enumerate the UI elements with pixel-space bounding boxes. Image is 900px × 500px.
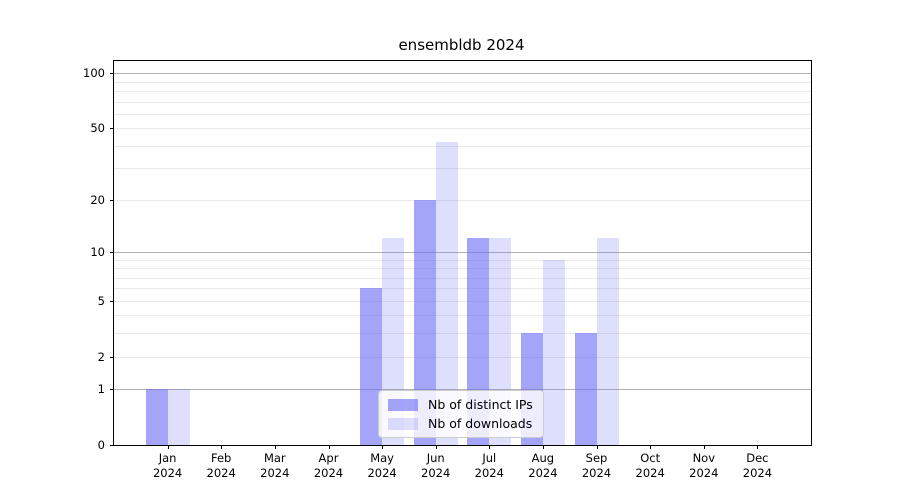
x-tick-label-jun: Jun 2024 [421, 451, 451, 480]
y-tick-label-1: 1 [97, 382, 105, 397]
x-tick-may [382, 445, 384, 449]
legend-swatch-distinct-ips [388, 398, 418, 411]
x-tick-aug [542, 445, 544, 449]
y-tick-100 [110, 73, 114, 75]
minor-gridline [114, 268, 811, 269]
x-tick-label-dec: Dec 2024 [742, 451, 773, 480]
minor-gridline [114, 81, 811, 83]
x-tick-label-may: May 2024 [367, 451, 397, 480]
legend: Nb of distinct IPs Nb of downloads [378, 390, 544, 438]
x-tick-label-jan: Jan 2024 [152, 451, 183, 480]
minor-gridline [114, 277, 811, 279]
major-gridline [114, 73, 811, 75]
minor-gridline [114, 356, 811, 358]
x-tick-sep [596, 445, 598, 449]
minor-gridline [114, 145, 811, 147]
legend-entry-downloads: Nb of downloads [388, 416, 533, 431]
y-tick-label-5: 5 [97, 293, 105, 308]
bar-distinct-ips-may [360, 288, 383, 445]
x-tick-jun [435, 445, 437, 449]
y-tick-label-2: 2 [97, 349, 105, 364]
y-tick-1 [110, 389, 114, 391]
minor-gridline [114, 259, 811, 261]
y-tick-20 [110, 199, 114, 201]
x-tick-mar [274, 445, 276, 449]
x-tick-jul [489, 445, 491, 449]
y-tick-0 [110, 445, 114, 446]
x-tick-label-mar: Mar 2024 [260, 451, 290, 480]
legend-label-downloads: Nb of downloads [428, 416, 533, 431]
x-tick-nov [703, 445, 705, 449]
major-gridline [114, 389, 811, 391]
major-gridline [114, 251, 811, 253]
minor-gridline [114, 91, 811, 92]
x-tick-oct [650, 445, 652, 449]
minor-gridline [114, 113, 811, 115]
x-tick-label-sep: Sep 2024 [581, 451, 612, 480]
bar-distinct-ips-jun [413, 199, 436, 445]
x-tick-label-feb: Feb 2024 [206, 451, 236, 480]
minor-gridline [114, 168, 811, 170]
x-tick-label-apr: Apr 2024 [313, 451, 344, 480]
y-tick-2 [110, 356, 114, 358]
legend-entry-distinct-ips: Nb of distinct IPs [388, 397, 533, 412]
y-tick-label-0: 0 [97, 438, 105, 452]
bar-downloads-aug [542, 259, 565, 445]
x-tick-label-jul: Jul 2024 [474, 451, 504, 480]
legend-swatch-downloads [388, 417, 418, 430]
x-tick-dec [757, 445, 759, 449]
y-tick-5 [110, 300, 114, 302]
minor-gridline [114, 128, 811, 130]
y-tick-label-100: 100 [83, 66, 105, 81]
legend-label-distinct-ips: Nb of distinct IPs [428, 397, 533, 412]
minor-gridline [114, 300, 811, 302]
minor-gridline [114, 333, 811, 335]
chart-title: ensembldb 2024 [398, 36, 525, 54]
x-tick-label-nov: Nov 2024 [689, 451, 719, 480]
x-tick-label-oct: Oct 2024 [635, 451, 665, 480]
x-tick-jan [167, 445, 169, 449]
bar-distinct-ips-jan [145, 389, 168, 445]
x-tick-feb [221, 445, 223, 449]
y-tick-10 [110, 251, 114, 253]
minor-gridline [114, 288, 811, 290]
bar-downloads-jun [435, 142, 458, 445]
plot-area: Nb of distinct IPs Nb of downloads Jan 20… [83, 60, 812, 480]
minor-gridline [114, 101, 811, 103]
x-tick-apr [328, 445, 330, 449]
minor-gridline [114, 315, 811, 317]
bar-distinct-ips-sep [574, 333, 597, 445]
minor-gridline [114, 199, 811, 201]
y-tick-label-10: 10 [90, 244, 105, 259]
y-tick-label-50: 50 [90, 121, 105, 136]
y-tick-label-20: 20 [90, 192, 105, 207]
bar-downloads-sep [596, 238, 619, 445]
y-tick-50 [110, 128, 114, 130]
bar-downloads-jan [167, 389, 190, 445]
x-tick-label-aug: Aug 2024 [528, 451, 558, 480]
